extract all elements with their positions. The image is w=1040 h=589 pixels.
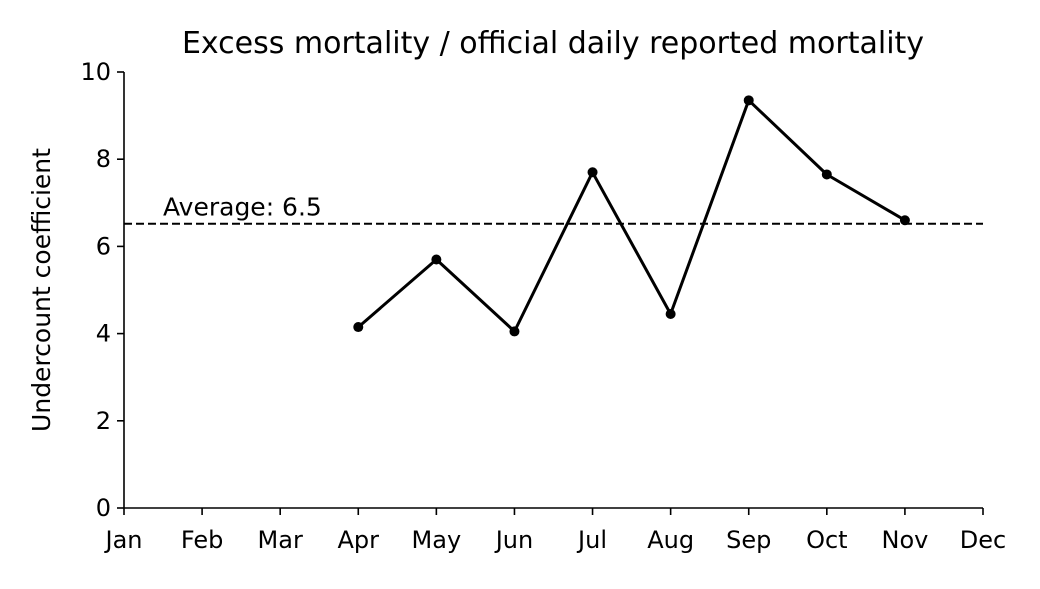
y-tick-label: 6: [96, 232, 111, 260]
x-tick-label: Oct: [806, 526, 848, 554]
chart-title: Excess mortality / official daily report…: [182, 26, 924, 61]
data-point: [899, 215, 910, 226]
data-point: [431, 254, 442, 265]
data-point: [509, 326, 520, 337]
series-line: [357, 98, 906, 333]
x-tick-label: Sep: [726, 526, 771, 554]
y-tick-label: 2: [96, 407, 111, 435]
y-axis-label: Undercount coefficient: [27, 148, 56, 432]
y-tick-label: 8: [96, 145, 111, 173]
y-tick-label: 0: [96, 494, 111, 522]
x-tick-label: Nov: [881, 526, 928, 554]
series-group: [353, 95, 910, 337]
x-tick-label: Dec: [960, 526, 1006, 554]
data-point: [665, 308, 676, 319]
x-tick-label: Apr: [338, 526, 380, 554]
data-point: [353, 322, 364, 333]
x-tick-label: Feb: [181, 526, 224, 554]
reference-line-group: Average: 6.5: [124, 193, 983, 225]
data-point: [821, 169, 832, 180]
axes: 0 2 4 6 8 10 Jan Feb Mar Apr May Jun Jul Aug Sep Oct Nov…: [80, 58, 1006, 554]
y-tick-label: 10: [80, 58, 111, 86]
x-tick-label: Jan: [104, 526, 143, 554]
x-tick-label: Aug: [647, 526, 694, 554]
x-tick-label: Jun: [494, 526, 534, 554]
x-tick-label: Mar: [258, 526, 303, 554]
data-point: [743, 95, 754, 106]
data-point: [587, 167, 598, 178]
y-tick-label: 4: [96, 320, 111, 348]
x-tick-label: Jul: [576, 526, 607, 554]
x-tick-label: May: [412, 526, 462, 554]
average-annotation: Average: 6.5: [163, 193, 322, 222]
